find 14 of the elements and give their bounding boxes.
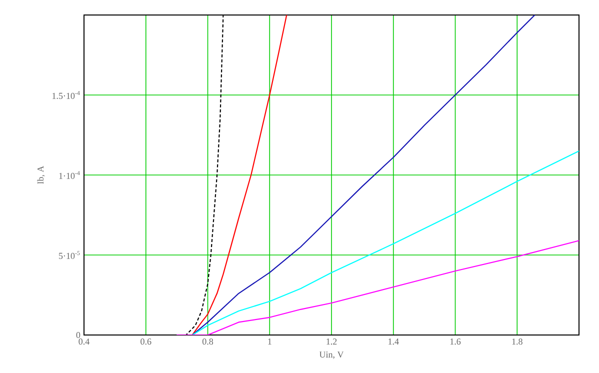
x-tick-label: 1.2 bbox=[326, 338, 337, 345]
x-tick-label: 0.8 bbox=[202, 338, 214, 345]
x-tick-label: 0.6 bbox=[140, 338, 152, 345]
y-tick-label: 1·10$^{-4}$ bbox=[59, 171, 80, 179]
x-axis-title: Uin, V bbox=[319, 352, 344, 359]
x-tick-label: 1.6 bbox=[450, 338, 461, 345]
x-tick-label: 0.4 bbox=[78, 338, 90, 345]
y-tick-label: 1.5·10$^{-4}$ bbox=[52, 91, 80, 99]
y-axis-title: Ib, A bbox=[37, 166, 45, 184]
x-tick-label: 1.4 bbox=[388, 338, 399, 345]
x-tick-label: 1 bbox=[268, 338, 272, 344]
y-tick-label: 0 bbox=[76, 332, 80, 338]
x-tick-label: 1.8 bbox=[512, 338, 522, 345]
y-tick-label: 5·10$^{-5}$ bbox=[58, 251, 80, 259]
